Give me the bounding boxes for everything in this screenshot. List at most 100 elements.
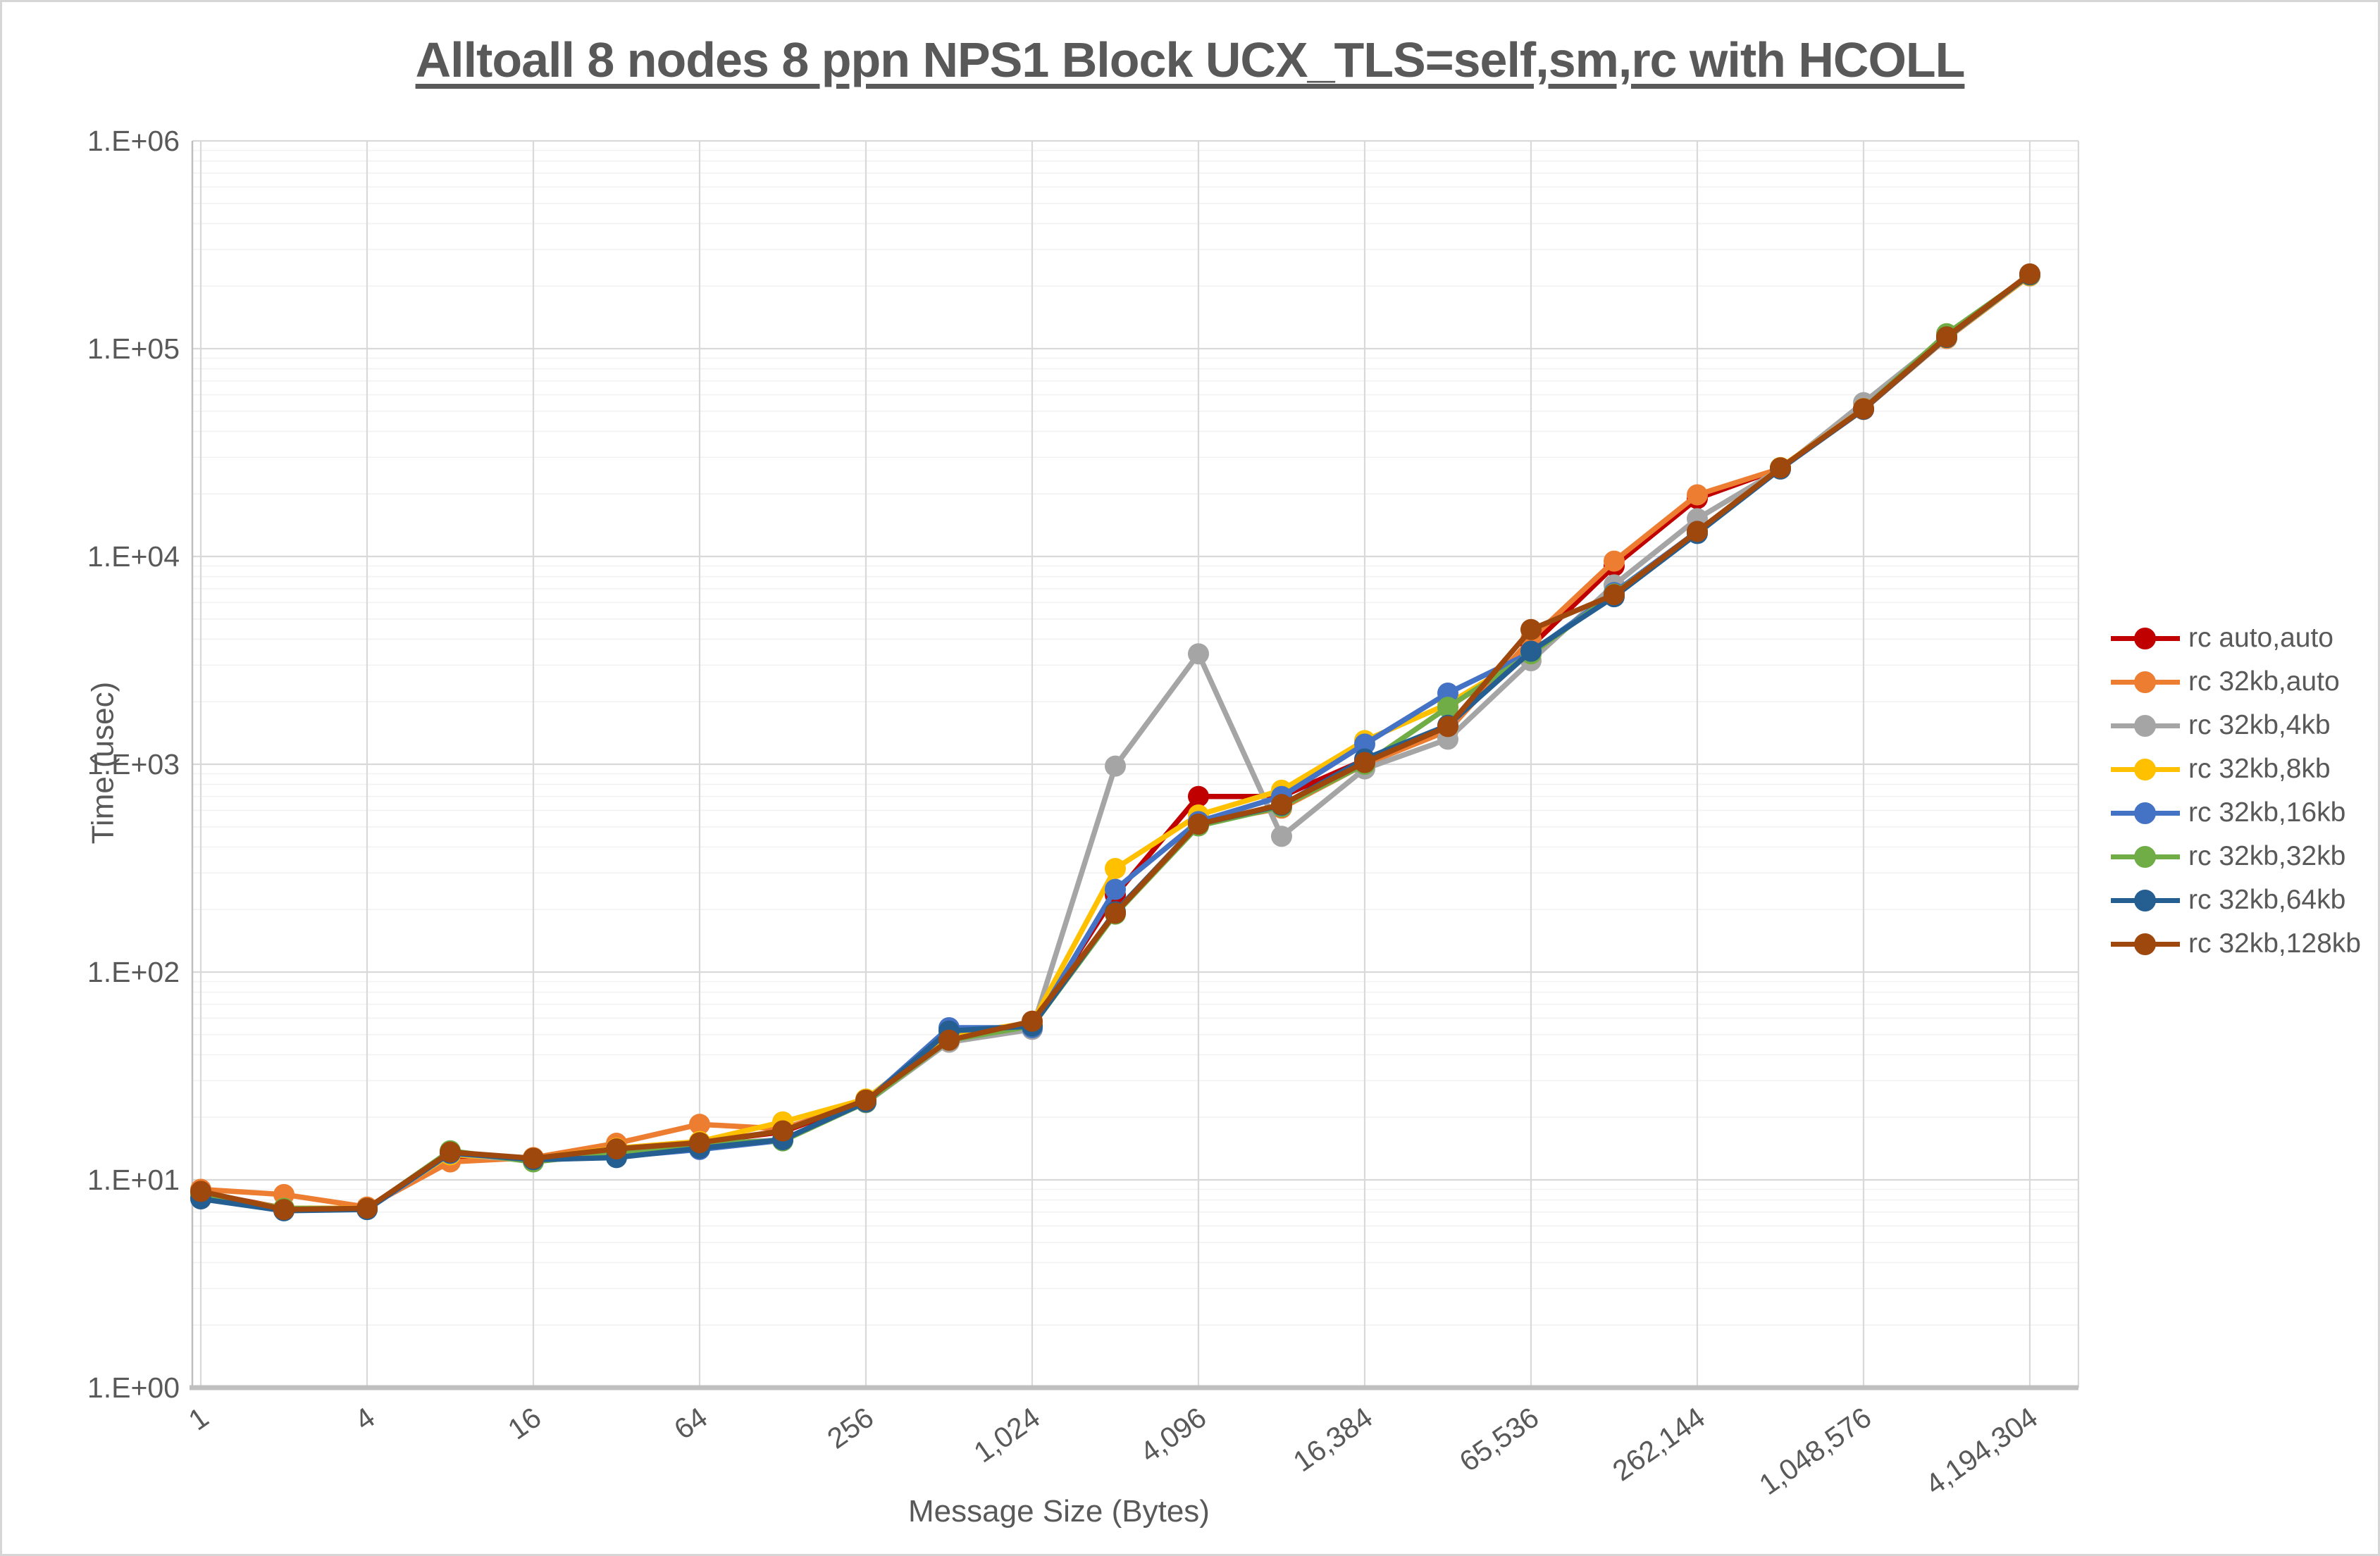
data-point-rc-32kb-128kb <box>1853 398 1874 420</box>
legend-dot-icon <box>2134 890 2156 911</box>
legend-series-marker-icon <box>2111 888 2180 912</box>
x-tick-label: 65,536 <box>1454 1401 1544 1479</box>
x-tick-label: 64 <box>668 1401 713 1446</box>
legend-series-marker-icon <box>2111 626 2180 650</box>
x-tick-label: 16 <box>502 1401 547 1446</box>
data-point-rc-32kb-128kb <box>938 1029 960 1051</box>
data-point-rc-32kb-128kb <box>190 1181 211 1202</box>
y-tick-label: 1.E+01 <box>87 1164 180 1196</box>
data-point-rc-32kb-128kb <box>1188 814 1209 835</box>
data-point-rc-32kb-128kb <box>273 1199 295 1221</box>
data-point-rc-32kb-128kb <box>1687 521 1708 542</box>
legend-dot-icon <box>2134 759 2156 780</box>
y-tick-label: 1.E+04 <box>87 540 180 573</box>
data-point-rc-32kb-4kb <box>1188 643 1209 665</box>
y-tick-label: 1.E+05 <box>87 332 180 365</box>
data-point-rc-32kb-128kb <box>1354 752 1375 773</box>
legend-item: rc 32kb,32kb <box>2111 835 2361 878</box>
data-point-rc-32kb-128kb <box>357 1197 378 1219</box>
series-line-rc-32kb-4kb <box>198 272 2033 1212</box>
data-point-rc-32kb-4kb <box>1271 826 1292 847</box>
data-point-rc-32kb-16kb <box>1354 733 1375 755</box>
x-tick-label: 4 <box>349 1401 380 1437</box>
data-point-rc-32kb-128kb <box>440 1141 461 1163</box>
legend-series-marker-icon <box>2111 714 2180 737</box>
data-point-rc-32kb-128kb <box>523 1147 544 1169</box>
legend-label: rc 32kb,auto <box>2188 666 2340 697</box>
x-tick-label: 1 <box>182 1401 214 1437</box>
legend-dot-icon <box>2134 671 2156 693</box>
data-point-rc-32kb-128kb <box>1604 584 1625 606</box>
legend-item: rc 32kb,128kb <box>2111 922 2361 966</box>
legend-series-marker-icon <box>2111 801 2180 825</box>
x-axis-title: Message Size (Bytes) <box>908 1494 1210 1529</box>
data-point-rc-32kb-128kb <box>1520 618 1542 640</box>
data-point-rc-32kb-128kb <box>1022 1010 1043 1032</box>
series-line-rc-32kb-8kb <box>198 273 2033 1212</box>
y-tick-label: 1.E+02 <box>87 956 180 988</box>
legend-item: rc auto,auto <box>2111 616 2361 660</box>
legend-series-marker-icon <box>2111 932 2180 956</box>
y-tick-label: 1.E+03 <box>87 748 180 780</box>
data-point-rc-auto-auto <box>1188 785 1209 807</box>
data-point-rc-32kb-auto <box>689 1114 710 1135</box>
x-tick-label: 1,048,576 <box>1753 1401 1877 1501</box>
data-point-rc-32kb-128kb <box>689 1132 710 1154</box>
legend-label: rc 32kb,128kb <box>2188 928 2361 959</box>
legend-series-marker-icon <box>2111 845 2180 869</box>
data-point-rc-32kb-4kb <box>1105 755 1126 777</box>
legend-item: rc 32kb,8kb <box>2111 747 2361 791</box>
legend-item: rc 32kb,4kb <box>2111 704 2361 747</box>
legend-label: rc 32kb,4kb <box>2188 710 2331 740</box>
legend-item: rc 32kb,64kb <box>2111 878 2361 922</box>
legend-dot-icon <box>2134 933 2156 955</box>
data-point-rc-32kb-8kb <box>1105 857 1126 879</box>
legend-dot-icon <box>2134 802 2156 824</box>
x-tick-label: 4,096 <box>1134 1401 1212 1469</box>
y-tick-label: 1.E+06 <box>87 125 180 157</box>
data-point-rc-32kb-auto <box>1687 484 1708 506</box>
legend-series-marker-icon <box>2111 757 2180 781</box>
x-tick-label: 1,024 <box>968 1401 1046 1469</box>
x-tick-label: 256 <box>822 1401 879 1455</box>
data-point-rc-32kb-16kb <box>1105 878 1126 900</box>
data-point-rc-32kb-128kb <box>1936 326 1957 348</box>
x-tick-label: 16,384 <box>1287 1401 1378 1479</box>
legend-dot-icon <box>2134 715 2156 737</box>
data-point-rc-32kb-128kb <box>1105 902 1126 924</box>
data-point-rc-32kb-32kb <box>1437 697 1458 718</box>
series-line-rc-32kb-16kb <box>198 271 2033 1212</box>
chart-title: Alltoall 8 nodes 8 ppn NPS1 Block UCX_TL… <box>415 32 1966 87</box>
legend-series-marker-icon <box>2111 670 2180 694</box>
data-point-rc-32kb-128kb <box>855 1089 876 1111</box>
data-point-rc-32kb-128kb <box>606 1138 627 1159</box>
data-point-rc-32kb-128kb <box>1271 794 1292 816</box>
data-point-rc-32kb-auto <box>1604 550 1625 572</box>
legend-label: rc auto,auto <box>2188 623 2333 653</box>
x-tick-label: 4,194,304 <box>1919 1401 2043 1501</box>
legend-item: rc 32kb,16kb <box>2111 791 2361 835</box>
series-line-rc-32kb-auto <box>198 273 2033 1210</box>
data-point-rc-32kb-128kb <box>2019 263 2040 285</box>
legend-dot-icon <box>2134 846 2156 868</box>
data-point-rc-32kb-64kb <box>1520 640 1542 662</box>
x-tick-label: 262,144 <box>1606 1401 1711 1488</box>
series-line-rc-32kb-64kb <box>198 272 2033 1214</box>
data-point-rc-32kb-128kb <box>772 1120 793 1142</box>
legend-label: rc 32kb,32kb <box>2188 841 2346 871</box>
y-axis-title: Time (usec) <box>85 681 120 845</box>
legend-item: rc 32kb,auto <box>2111 660 2361 704</box>
legend-label: rc 32kb,16kb <box>2188 797 2346 828</box>
legend-label: rc 32kb,64kb <box>2188 885 2346 915</box>
y-tick-label: 1.E+00 <box>87 1371 180 1404</box>
data-point-rc-32kb-128kb <box>1770 457 1791 479</box>
legend-dot-icon <box>2134 628 2156 649</box>
series-line-rc-32kb-32kb <box>198 272 2033 1212</box>
legend: rc auto,auto rc 32kb,auto rc 32kb,4kb rc 32… <box>2111 616 2361 966</box>
series-line-rc-32kb-128kb <box>198 271 2033 1212</box>
data-point-rc-32kb-128kb <box>1437 716 1458 737</box>
series-line-rc-auto-auto <box>198 273 2033 1212</box>
legend-label: rc 32kb,8kb <box>2188 754 2331 784</box>
